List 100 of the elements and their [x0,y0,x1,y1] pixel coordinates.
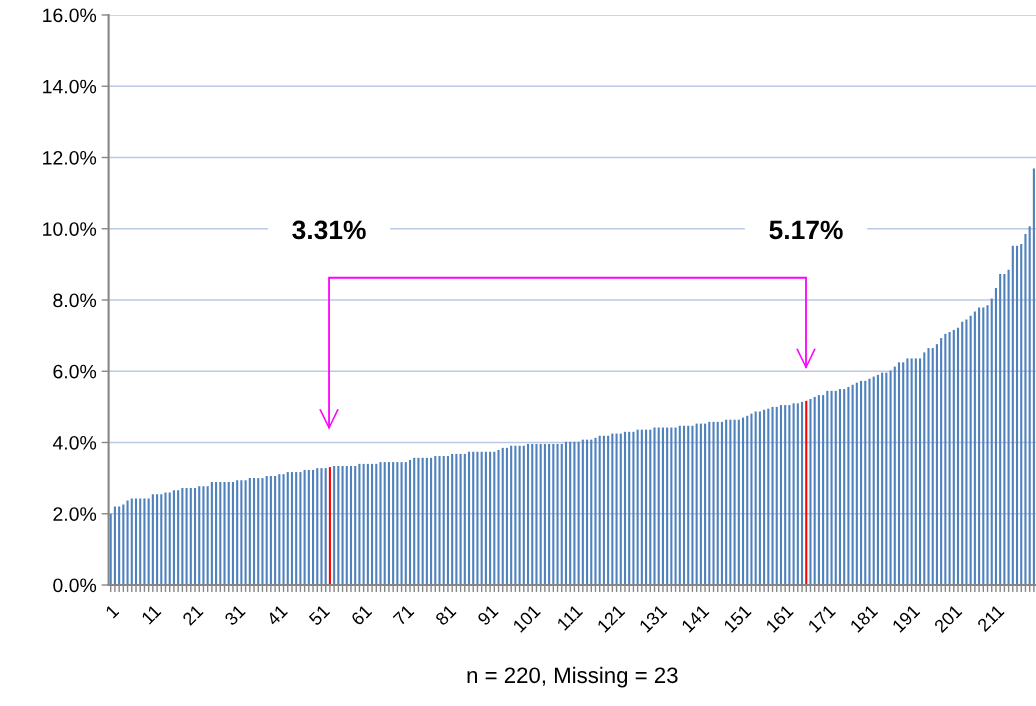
bar [404,462,407,585]
bar [990,298,993,585]
bar [181,488,184,585]
bar [763,409,766,585]
bar [400,462,403,585]
bar [143,498,146,585]
bar [636,429,639,585]
bar [189,488,192,585]
bar [244,480,247,585]
bar [788,405,791,585]
bar [893,366,896,585]
bar [973,311,976,585]
bar [868,378,871,585]
bar [278,474,281,585]
x-tick-label: 51 [308,604,331,627]
y-tick-label: 6.0% [53,364,97,379]
bar [779,405,783,585]
bar [737,419,740,585]
bar [623,431,627,585]
bar [931,348,934,585]
bar [413,457,416,585]
bar [940,338,943,585]
bar [784,405,787,585]
bar [645,429,648,585]
bar [489,451,492,585]
bar [493,451,496,585]
bar [695,423,698,585]
bar [809,399,812,585]
bar [227,482,230,585]
bar [463,453,466,585]
x-tick-label: 191 [891,604,921,633]
bar [438,456,441,585]
bar [843,389,846,585]
bar [771,406,774,585]
bar [640,429,643,585]
bar [130,498,133,585]
bar [417,457,420,585]
bar [257,478,260,585]
bar [956,327,960,585]
bar [151,494,154,585]
bar [375,463,378,585]
bar [531,443,534,585]
bar [560,443,563,585]
bar [948,332,951,585]
bar [480,451,483,585]
x-tick-label: 11 [141,604,162,625]
bar [202,486,205,585]
bar [1011,245,1014,585]
bar [805,400,808,585]
bar [653,427,656,585]
x-tick-label: 111 [556,604,584,631]
bar [674,427,677,585]
bar [615,433,618,585]
bar [746,415,749,585]
bar [944,333,947,585]
bar [712,421,715,585]
bar [1003,273,1006,585]
bar [341,466,344,585]
bar [564,441,568,585]
bar [539,443,542,585]
x-tick-label: 101 [512,604,542,633]
bar [349,466,353,585]
bar [210,482,213,585]
bar [434,456,437,585]
bar [800,401,804,585]
bar [160,494,163,585]
bar [295,472,298,585]
bar [328,467,331,585]
bar [109,513,112,585]
bar [118,506,121,585]
bar [526,443,530,585]
bar [817,395,820,585]
bar [286,472,289,585]
bar [505,447,509,585]
bar [535,443,538,585]
bar [215,482,218,585]
bar [223,482,226,585]
bar [813,396,816,585]
bar [198,486,201,585]
bar [265,475,268,585]
bar [425,457,428,585]
bar [156,494,159,585]
bar [994,287,998,585]
bar [383,462,386,585]
bar [206,486,209,585]
bar [581,439,584,585]
y-tick-label: 0.0% [53,578,97,593]
bar [476,451,479,585]
x-tick-label: 211 [976,604,1005,633]
bar [792,403,795,585]
bar [362,463,365,585]
x-tick-label: 141 [681,604,710,633]
bar [704,423,707,585]
x-tick-label: 121 [596,604,626,633]
bar [282,474,285,585]
bar [455,453,458,585]
bar [691,425,694,585]
bar [303,469,306,585]
bar [796,403,799,585]
bar [860,380,863,585]
